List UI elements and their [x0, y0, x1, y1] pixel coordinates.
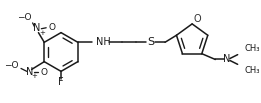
- Text: −O: −O: [17, 13, 31, 22]
- Text: +: +: [39, 30, 45, 36]
- Text: N: N: [26, 67, 33, 77]
- Text: F: F: [58, 77, 64, 87]
- Text: CH₃: CH₃: [244, 44, 260, 53]
- Text: O: O: [49, 23, 56, 32]
- Text: −O: −O: [4, 61, 19, 70]
- Text: O: O: [193, 14, 201, 24]
- Text: CH₃: CH₃: [244, 66, 260, 75]
- Text: O: O: [41, 68, 48, 77]
- Text: N: N: [223, 54, 231, 64]
- Text: N: N: [33, 23, 40, 33]
- Text: S: S: [147, 37, 154, 47]
- Text: NH: NH: [96, 37, 111, 47]
- Text: +: +: [32, 73, 38, 79]
